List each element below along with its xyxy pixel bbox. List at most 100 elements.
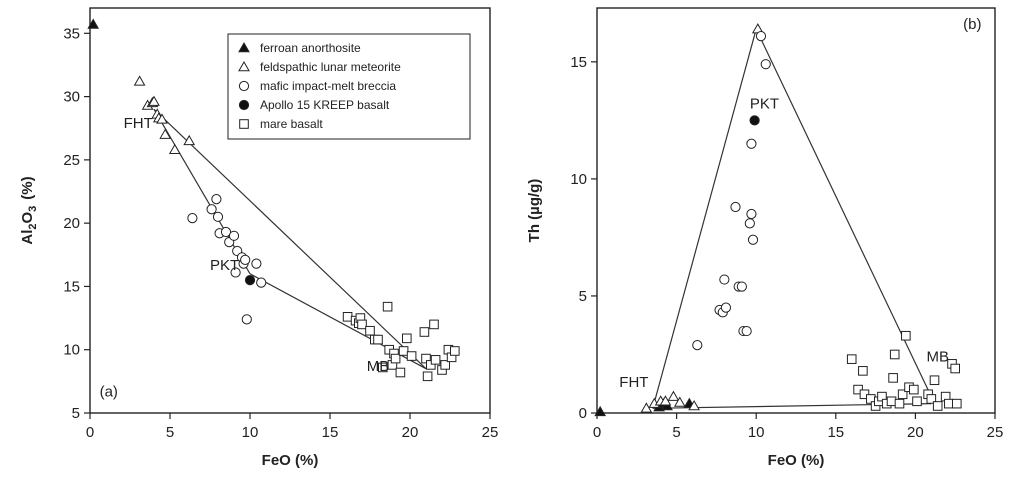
annotation-a-2: MB	[367, 358, 390, 375]
y-tick-label-b-3: 15	[570, 54, 587, 71]
point-b-open-circle-11	[746, 208, 757, 220]
point-a-open-square-22	[429, 319, 439, 330]
point-b-open-square-13	[897, 389, 908, 400]
point-a-open-square-28	[450, 346, 460, 356]
point-b-open-triangle-4	[667, 390, 680, 401]
data-points-b	[594, 23, 962, 417]
point-b-open-circle-12	[746, 138, 757, 149]
point-b-filled-circle-0	[749, 115, 760, 126]
y-axis-title-a: Al2O3 (%)	[19, 176, 39, 244]
y-ticks-a: 5 10 15 20 25 30 35	[63, 25, 90, 422]
mixing-line-b-1	[755, 28, 932, 397]
point-b-open-square-19	[926, 394, 937, 404]
point-b-open-circle-0	[692, 340, 703, 351]
x-tick-label-a-1: 5	[166, 424, 174, 441]
x-tick-label-b-1: 5	[672, 424, 680, 441]
legend-marker-2	[238, 80, 250, 92]
x-tick-label-b-2: 10	[748, 424, 765, 441]
point-b-open-square-14	[901, 330, 911, 341]
point-a-filled-circle-0	[244, 275, 256, 286]
y-tick-label-a-0: 5	[72, 405, 80, 422]
point-a-open-circle-7	[228, 230, 240, 241]
annotation-b-1: MB	[927, 348, 950, 365]
point-a-open-triangle-9	[183, 134, 196, 146]
y-axis-title-a-al: Al	[19, 230, 36, 245]
y-ticks-b: 0 5 10 15	[570, 54, 597, 422]
point-a-open-circle-1	[206, 204, 217, 215]
panel-b: 0 5 10 15 20 25 0 5 10 15 PKT MB FHT (b) FeO (%) Th…	[526, 7, 1004, 469]
y-tick-label-b-0: 0	[579, 405, 587, 422]
point-a-open-square-18	[419, 327, 430, 337]
x-ticks-a: 0 5 10 15 20 25	[86, 413, 499, 441]
point-a-open-circle-3	[212, 211, 224, 222]
point-b-open-triangle-6	[688, 399, 700, 411]
point-a-open-circle-15	[256, 277, 267, 288]
point-a-open-square-16	[402, 333, 412, 344]
point-a-open-triangle-7	[159, 128, 172, 139]
plot-frame-b	[596, 7, 996, 414]
mixing-line-a-0	[153, 108, 427, 370]
x-tick-label-b-0: 0	[593, 424, 601, 441]
point-a-open-circle-13	[241, 314, 252, 325]
mixing-lines-b	[652, 28, 932, 409]
legend-label-4: mare basalt	[260, 117, 323, 131]
annotation-b-2: FHT	[619, 374, 648, 391]
point-b-open-square-12	[894, 398, 905, 409]
point-a-open-square-15	[398, 346, 409, 356]
point-a-open-square-8	[378, 362, 388, 373]
point-a-open-triangle-8	[168, 143, 181, 154]
legend-marker-0	[238, 41, 250, 53]
point-b-open-square-20	[929, 375, 940, 386]
x-tick-label-b-4: 20	[907, 424, 924, 441]
annotations-a: FHT PKT MB (a)	[100, 115, 390, 400]
mixing-line-a-1	[153, 108, 251, 275]
mixing-line-b-0	[652, 28, 757, 409]
point-a-filled-triangle-0	[87, 18, 100, 29]
annotation-a-1: PKT	[210, 257, 239, 274]
point-a-open-square-23	[430, 355, 441, 365]
y-axis-title-b: Th (µg/g)	[526, 179, 543, 243]
y-tick-label-b-2: 10	[570, 171, 587, 188]
point-a-open-triangle-0	[133, 75, 146, 86]
annotations-b: PKT MB FHT (b)	[619, 16, 981, 391]
point-b-open-square-2	[858, 366, 868, 376]
point-b-open-square-21	[932, 401, 943, 411]
point-b-open-circle-4	[720, 302, 732, 313]
x-ticks-b: 0 5 10 15 20 25	[593, 413, 1004, 441]
y-tick-label-a-5: 30	[63, 89, 80, 106]
point-a-open-square-0	[342, 312, 353, 322]
x-tick-label-b-5: 25	[987, 424, 1004, 441]
point-a-open-triangle-3	[148, 95, 160, 106]
legend-label-0: ferroan anorthosite	[260, 41, 361, 55]
legend-label-3: Apollo 15 KREEP basalt	[260, 98, 390, 112]
annotation-b-3: (b)	[963, 16, 981, 33]
point-b-open-circle-13	[747, 234, 759, 245]
point-a-open-circle-14	[251, 258, 262, 269]
y-tick-label-a-2: 15	[63, 278, 80, 295]
legend-marker-4	[239, 119, 249, 129]
y-axis-title-a-o: O	[19, 212, 36, 224]
point-a-open-circle-12	[240, 254, 251, 265]
point-a-open-circle-0	[187, 212, 198, 224]
point-a-open-square-5	[365, 325, 375, 336]
y-tick-label-b-1: 5	[579, 288, 587, 305]
point-b-open-square-23	[944, 398, 954, 409]
point-b-open-square-11	[889, 349, 900, 360]
x-tick-label-a-5: 25	[482, 424, 499, 441]
annotation-a-0: FHT	[124, 115, 153, 132]
point-b-open-circle-10	[744, 218, 755, 229]
point-a-open-triangle-6	[156, 113, 168, 124]
point-a-open-square-4	[357, 319, 367, 330]
point-a-open-circle-2	[211, 194, 222, 205]
point-a-open-square-13	[390, 353, 401, 364]
point-b-open-square-16	[909, 384, 919, 395]
point-b-open-square-10	[888, 373, 898, 383]
legend-box	[227, 33, 471, 140]
mixing-lines-a	[153, 108, 427, 370]
y-tick-label-a-6: 35	[63, 25, 80, 42]
x-tick-label-b-3: 15	[827, 424, 844, 441]
point-b-open-circle-14	[755, 30, 767, 42]
x-axis-title-a: FeO (%)	[262, 452, 319, 469]
